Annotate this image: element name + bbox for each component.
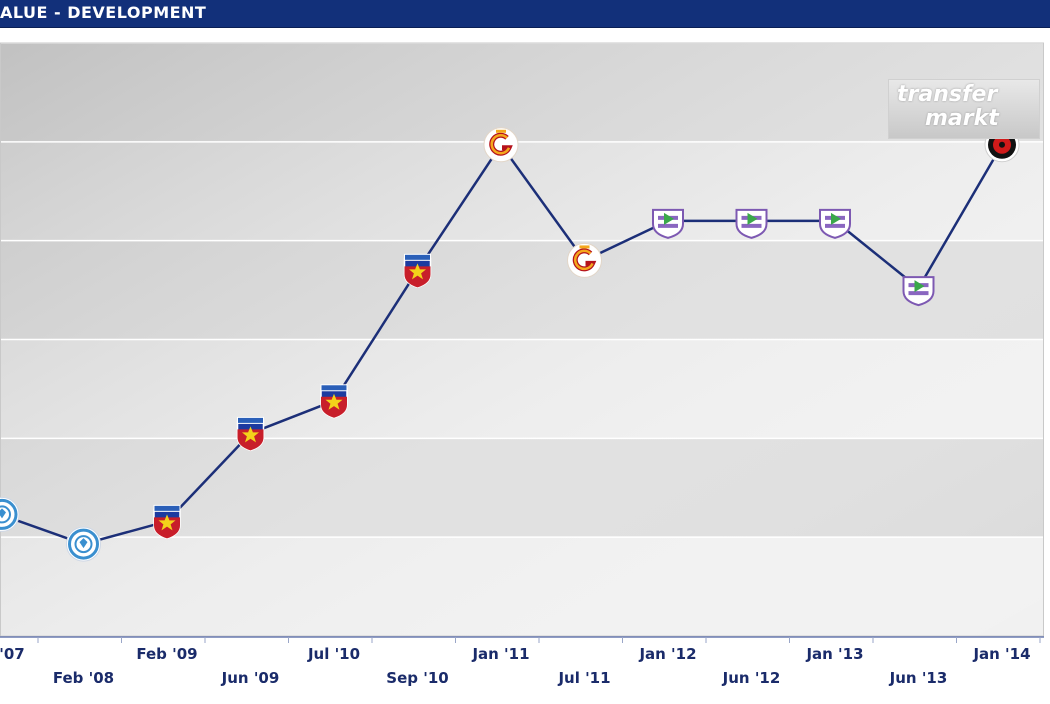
orduspor-crest-icon[interactable]	[652, 208, 684, 239]
chart-title: ALUE - DEVELOPMENT	[0, 3, 207, 22]
steaua-crest-icon[interactable]	[153, 504, 181, 540]
transfermarkt-logo: transfer markt	[888, 79, 1040, 139]
x-tick-label: Jun '12	[722, 669, 781, 687]
chart-area: '07 Feb '09 Jul '10 Jan '11 Jan '12 Jan '13 Ja…	[0, 27, 1050, 700]
white-blue-round-crest-icon[interactable]	[66, 526, 101, 562]
x-tick-label: Jul '10	[307, 645, 360, 663]
x-tick-label: Jan '13	[805, 645, 863, 663]
orduspor-crest-icon[interactable]	[819, 208, 851, 239]
x-tick-label: Jan '11	[471, 645, 529, 663]
x-tick-label: Feb '09	[136, 645, 197, 663]
plot-border	[0, 42, 1044, 637]
x-tick-label: Jun '13	[889, 669, 948, 687]
steaua-crest-icon[interactable]	[320, 384, 348, 419]
orduspor-crest-icon[interactable]	[902, 276, 935, 307]
x-tick-label: '07	[0, 645, 25, 663]
galatasaray-crest-icon[interactable]	[567, 242, 602, 278]
market-value-chart: '07 Feb '09 Jul '10 Jan '11 Jan '12 Jan '13 Ja…	[0, 42, 1044, 687]
galatasaray-crest-icon[interactable]	[483, 127, 519, 163]
white-blue-round-crest-icon[interactable]	[0, 496, 20, 532]
chart-header: ALUE - DEVELOPMENT	[0, 0, 1050, 28]
orduspor-crest-icon[interactable]	[735, 208, 768, 239]
x-tick-label: Jul '11	[557, 669, 610, 687]
x-tick-label: Jan '12	[638, 645, 696, 663]
x-tick-label: Sep '10	[386, 669, 448, 687]
steaua-crest-icon[interactable]	[403, 253, 432, 289]
steaua-crest-icon[interactable]	[236, 416, 265, 452]
x-tick-label: Jan '14	[972, 645, 1030, 663]
x-tick-label: Jun '09	[221, 669, 280, 687]
x-tick-label: Feb '08	[53, 669, 114, 687]
